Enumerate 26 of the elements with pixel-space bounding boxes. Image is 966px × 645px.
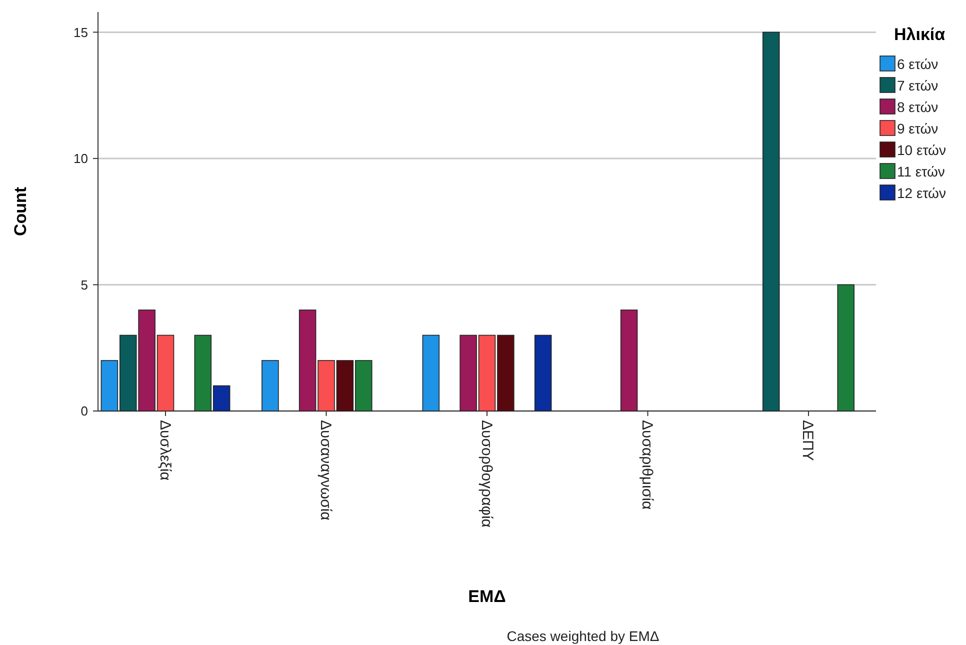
x-tick-label: Δυσλεξία: [156, 420, 174, 481]
y-tick-label: 15: [74, 24, 88, 40]
legend-label: 7 ετών: [897, 77, 938, 94]
legend-label: 6 ετών: [897, 56, 938, 72]
legend-label: 11 ετών: [897, 163, 945, 180]
bar: [837, 284, 854, 412]
x-tick-label: Δυσαναγνωσία: [317, 420, 334, 521]
bar: [422, 334, 440, 412]
x-tick-label: ΔΕΠΥ: [799, 420, 816, 461]
x-axis-title: ΕΜΔ: [468, 587, 506, 606]
x-tick-label: Δυσαριθμισία: [638, 420, 656, 510]
text: Cases weighted by ΕΜΔ: [506, 628, 660, 644]
legend-label: 10 ετών: [897, 142, 946, 158]
bar: [262, 360, 279, 412]
y-tick-label: 10: [74, 151, 88, 166]
legend-label: 9 ετών: [897, 120, 938, 136]
bar: [620, 310, 638, 412]
legend-label: 8 ετών: [897, 98, 938, 115]
y-axis-title: Count: [11, 186, 30, 236]
legend-title: Ηλικία: [894, 25, 946, 44]
x-tick-label: Δυσορθογραφία: [478, 420, 495, 528]
bar: [762, 32, 780, 412]
y-tick-label: 5: [80, 277, 88, 292]
y-tick-label: 0: [80, 404, 88, 419]
bar: [534, 334, 552, 412]
legend-label: 12 ετών: [897, 184, 946, 201]
